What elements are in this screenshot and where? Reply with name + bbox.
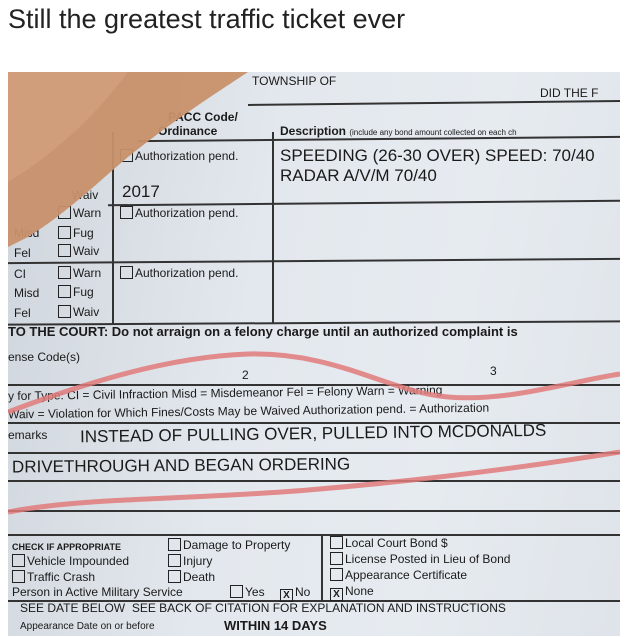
- offense-codes-label: ense Code(s): [8, 350, 81, 364]
- misd-3: Misd: [14, 286, 40, 300]
- military-yes: Yes: [230, 585, 265, 599]
- military-label: Person in Active Military Service: [12, 585, 183, 599]
- check-header: CHECK IF APPROPRIATE: [12, 542, 122, 552]
- fug-2: Fug: [58, 226, 94, 240]
- description-header: Description (include any bond amount col…: [280, 124, 517, 138]
- fel-3: Fel: [14, 306, 31, 320]
- military-no: X No: [280, 585, 310, 602]
- ci-3: CI: [14, 267, 26, 281]
- bond-none: X None: [330, 584, 374, 601]
- to-the-court: TO THE COURT: Do not arraign on a felony…: [8, 324, 518, 339]
- waiv-3: Waiv: [58, 305, 99, 319]
- code-number-3: 3: [490, 364, 497, 378]
- thumb-highlight: [8, 72, 128, 182]
- license-posted: License Posted in Lieu of Bond: [330, 552, 510, 566]
- remarks-label: emarks: [8, 428, 48, 442]
- township-label: TOWNSHIP OF: [252, 74, 337, 88]
- waiv-2: Waiv: [58, 244, 99, 258]
- local-court-bond: Local Court Bond $: [330, 536, 448, 550]
- ticket-photo: TOWNSHIP OF DID THE F PACC Code/ Ordinan…: [8, 72, 620, 636]
- year: 2017: [122, 182, 160, 201]
- traffic-crash: Traffic Crash: [12, 570, 95, 584]
- red-marker-stroke-1: [8, 351, 620, 415]
- appearance-date-label: Appearance Date on or before: [20, 621, 155, 632]
- appearance-certificate: Appearance Certificate: [330, 568, 467, 582]
- code-number-2: 2: [242, 368, 249, 382]
- injury: Injury: [168, 554, 212, 568]
- auth-pend-3: Authorization pend.: [120, 266, 238, 280]
- red-marker-stroke-2: [8, 449, 620, 515]
- meme-caption: Still the greatest traffic ticket ever: [8, 4, 406, 34]
- warn-3: Warn: [58, 266, 101, 280]
- offense-line-1: SPEEDING (26-30 OVER) SPEED: 70/40: [280, 146, 595, 165]
- offense-line-2: RADAR A/V/M 70/40: [280, 166, 437, 185]
- fel-2: Fel: [14, 246, 31, 260]
- did-the-label: DID THE F: [540, 86, 599, 100]
- vehicle-impounded: Vehicle Impounded: [12, 554, 129, 568]
- damage-to-property: Damage to Property: [168, 538, 290, 552]
- appearance-date-value: WITHIN 14 DAYS: [224, 618, 327, 633]
- auth-pend-2: Authorization pend.: [120, 206, 238, 220]
- death: Death: [168, 570, 215, 584]
- code-header-2: Ordinance: [158, 124, 218, 138]
- see-date: SEE DATE BELOW SEE BACK OF CITATION FOR …: [20, 601, 506, 615]
- overlay-marks: [8, 72, 620, 515]
- fug-3: Fug: [58, 285, 94, 299]
